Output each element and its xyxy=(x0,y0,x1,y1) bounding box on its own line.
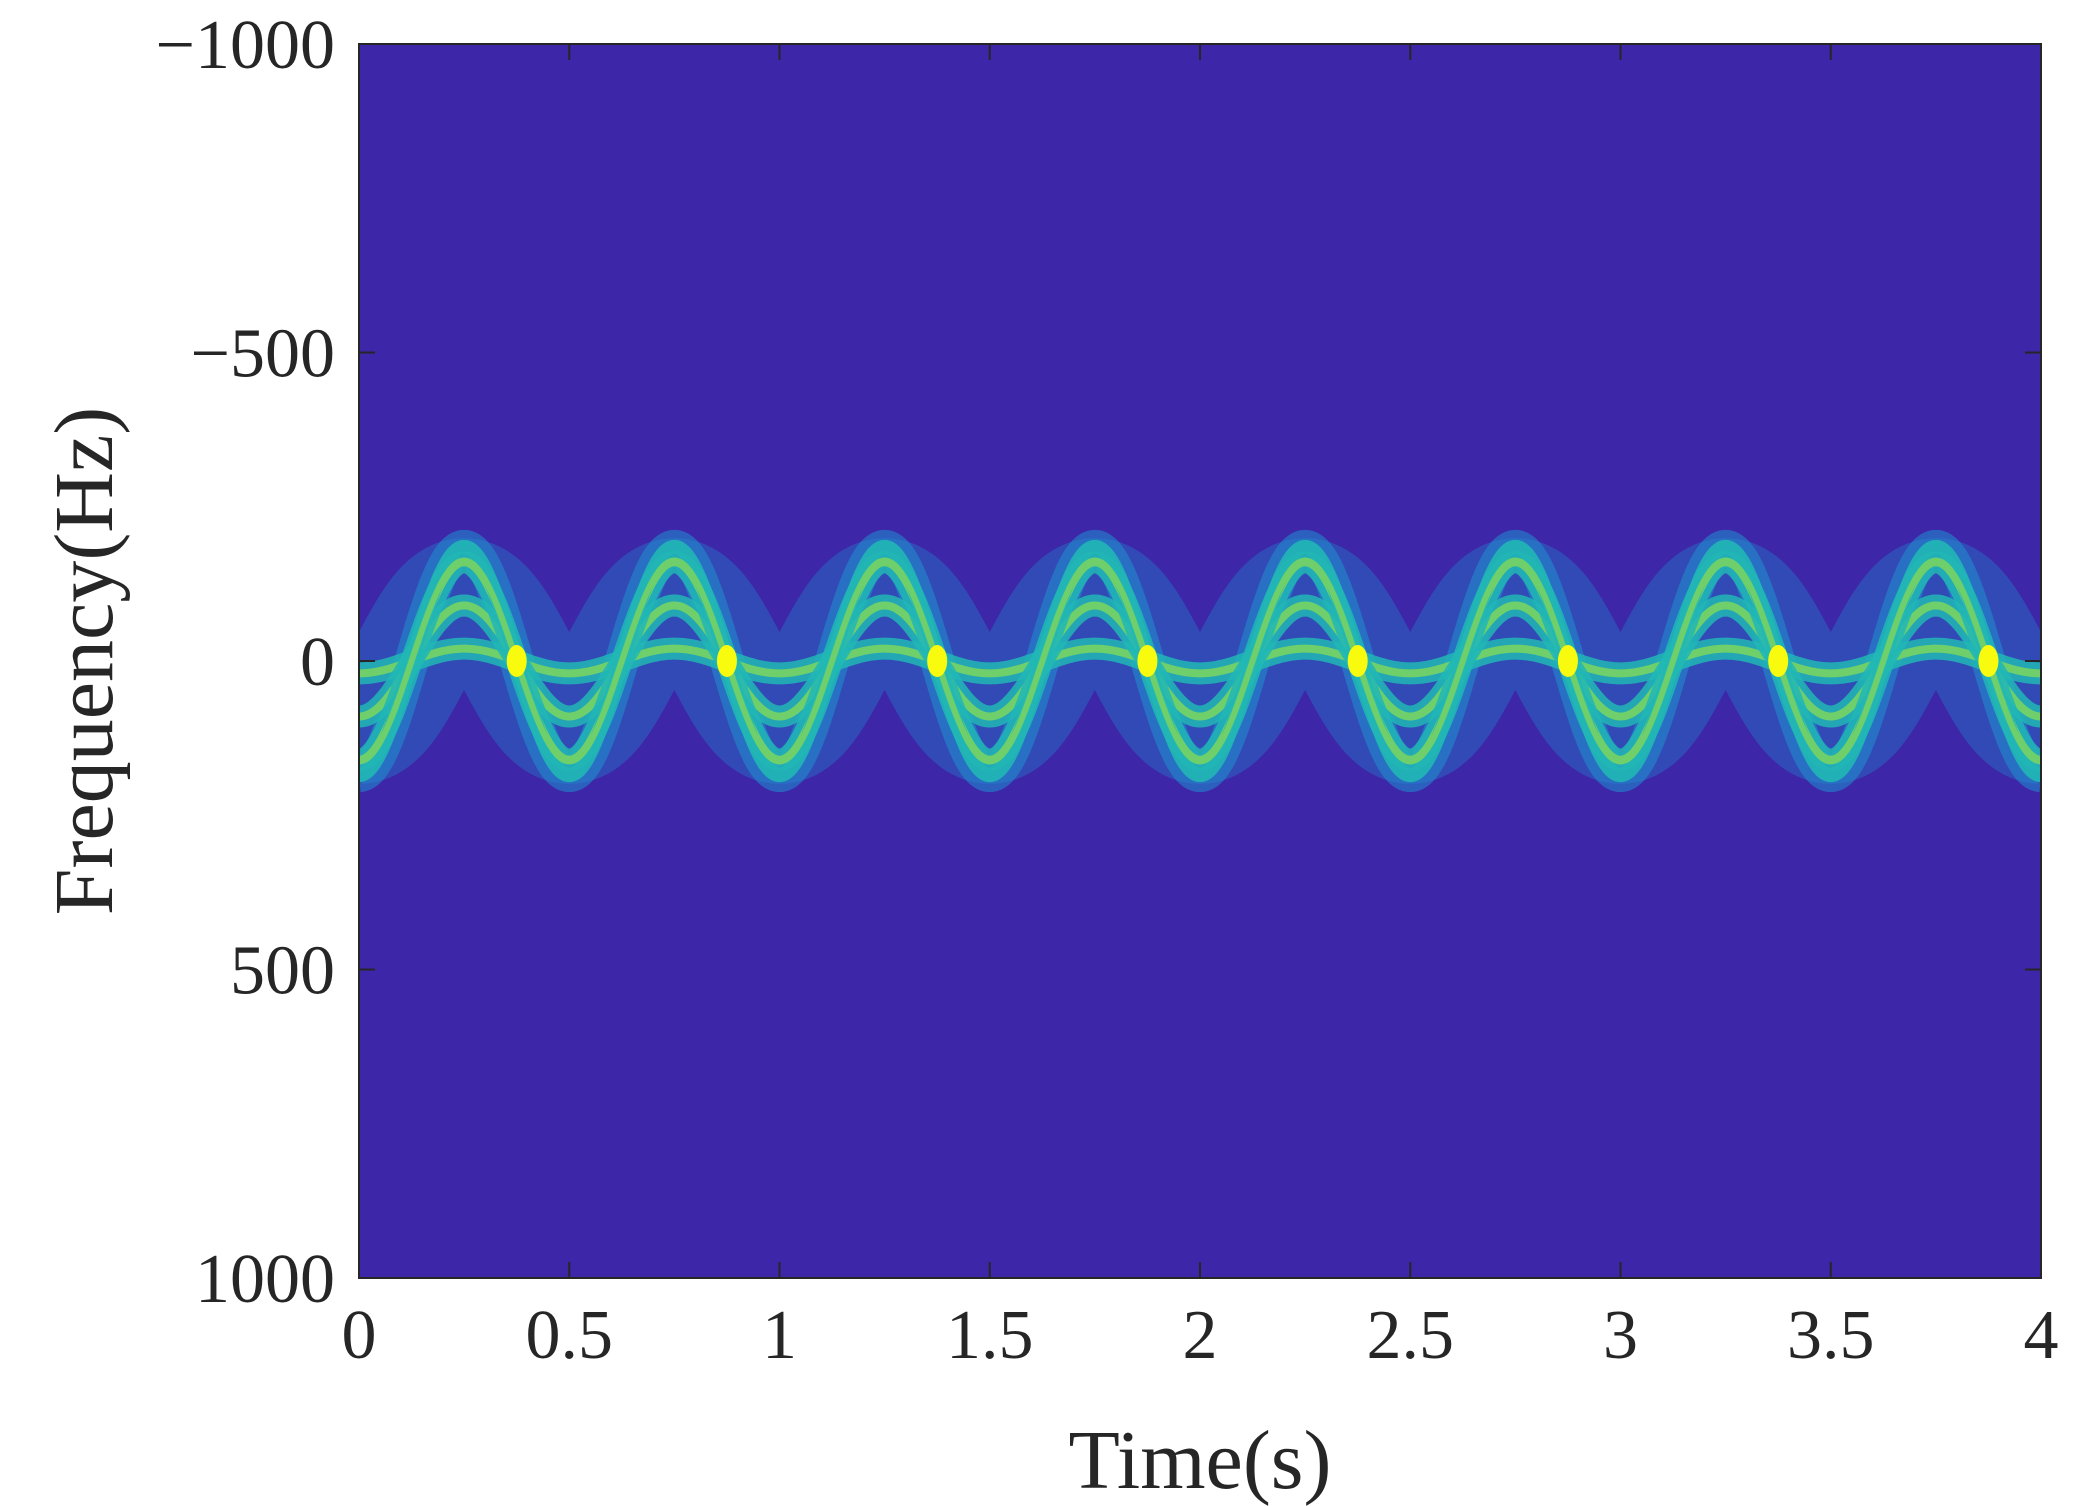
x-tick-label-2: 1 xyxy=(762,1297,797,1374)
x-axis: 0 0.5 1 1.5 2 2.5 3 3.5 4 xyxy=(342,44,2059,1374)
y-tick-label-2: 0 xyxy=(300,624,335,701)
x-tick-label-5: 2.5 xyxy=(1367,1297,1455,1374)
y-axis: −1000 −500 0 500 1000 xyxy=(156,7,2041,1318)
ridge-line-outer xyxy=(359,557,2041,765)
y-tick-label-0: −1000 xyxy=(156,7,335,84)
x-tick-label-7: 3.5 xyxy=(1787,1297,1875,1374)
peak-marker-2 xyxy=(927,645,948,677)
x-tick-label-8: 4 xyxy=(2024,1297,2059,1374)
heatmap-ridges xyxy=(359,529,2041,793)
peak-marker-6 xyxy=(1768,645,1789,677)
peak-marker-5 xyxy=(1557,645,1578,677)
x-tick-label-4: 2 xyxy=(1183,1297,1218,1374)
peak-marker-1 xyxy=(716,645,737,677)
x-tick-label-6: 3 xyxy=(1603,1297,1638,1374)
y-tick-label-3: 500 xyxy=(230,933,335,1010)
peak-marker-0 xyxy=(506,645,527,677)
peak-marker-4 xyxy=(1347,645,1368,677)
x-axis-label: Time(s) xyxy=(1069,1414,1332,1506)
x-tick-label-1: 0.5 xyxy=(526,1297,614,1374)
peak-marker-3 xyxy=(1137,645,1158,677)
ridge-line-0 xyxy=(359,644,2041,678)
y-axis-label: Frequency(Hz) xyxy=(38,407,131,915)
x-tick-label-3: 1.5 xyxy=(946,1297,1034,1374)
x-tick-label-0: 0 xyxy=(342,1297,377,1374)
y-tick-label-4: 1000 xyxy=(195,1241,335,1318)
y-tick-label-1: −500 xyxy=(191,316,335,393)
plot-area xyxy=(358,43,2042,1279)
peak-marker-7 xyxy=(1978,645,1999,677)
